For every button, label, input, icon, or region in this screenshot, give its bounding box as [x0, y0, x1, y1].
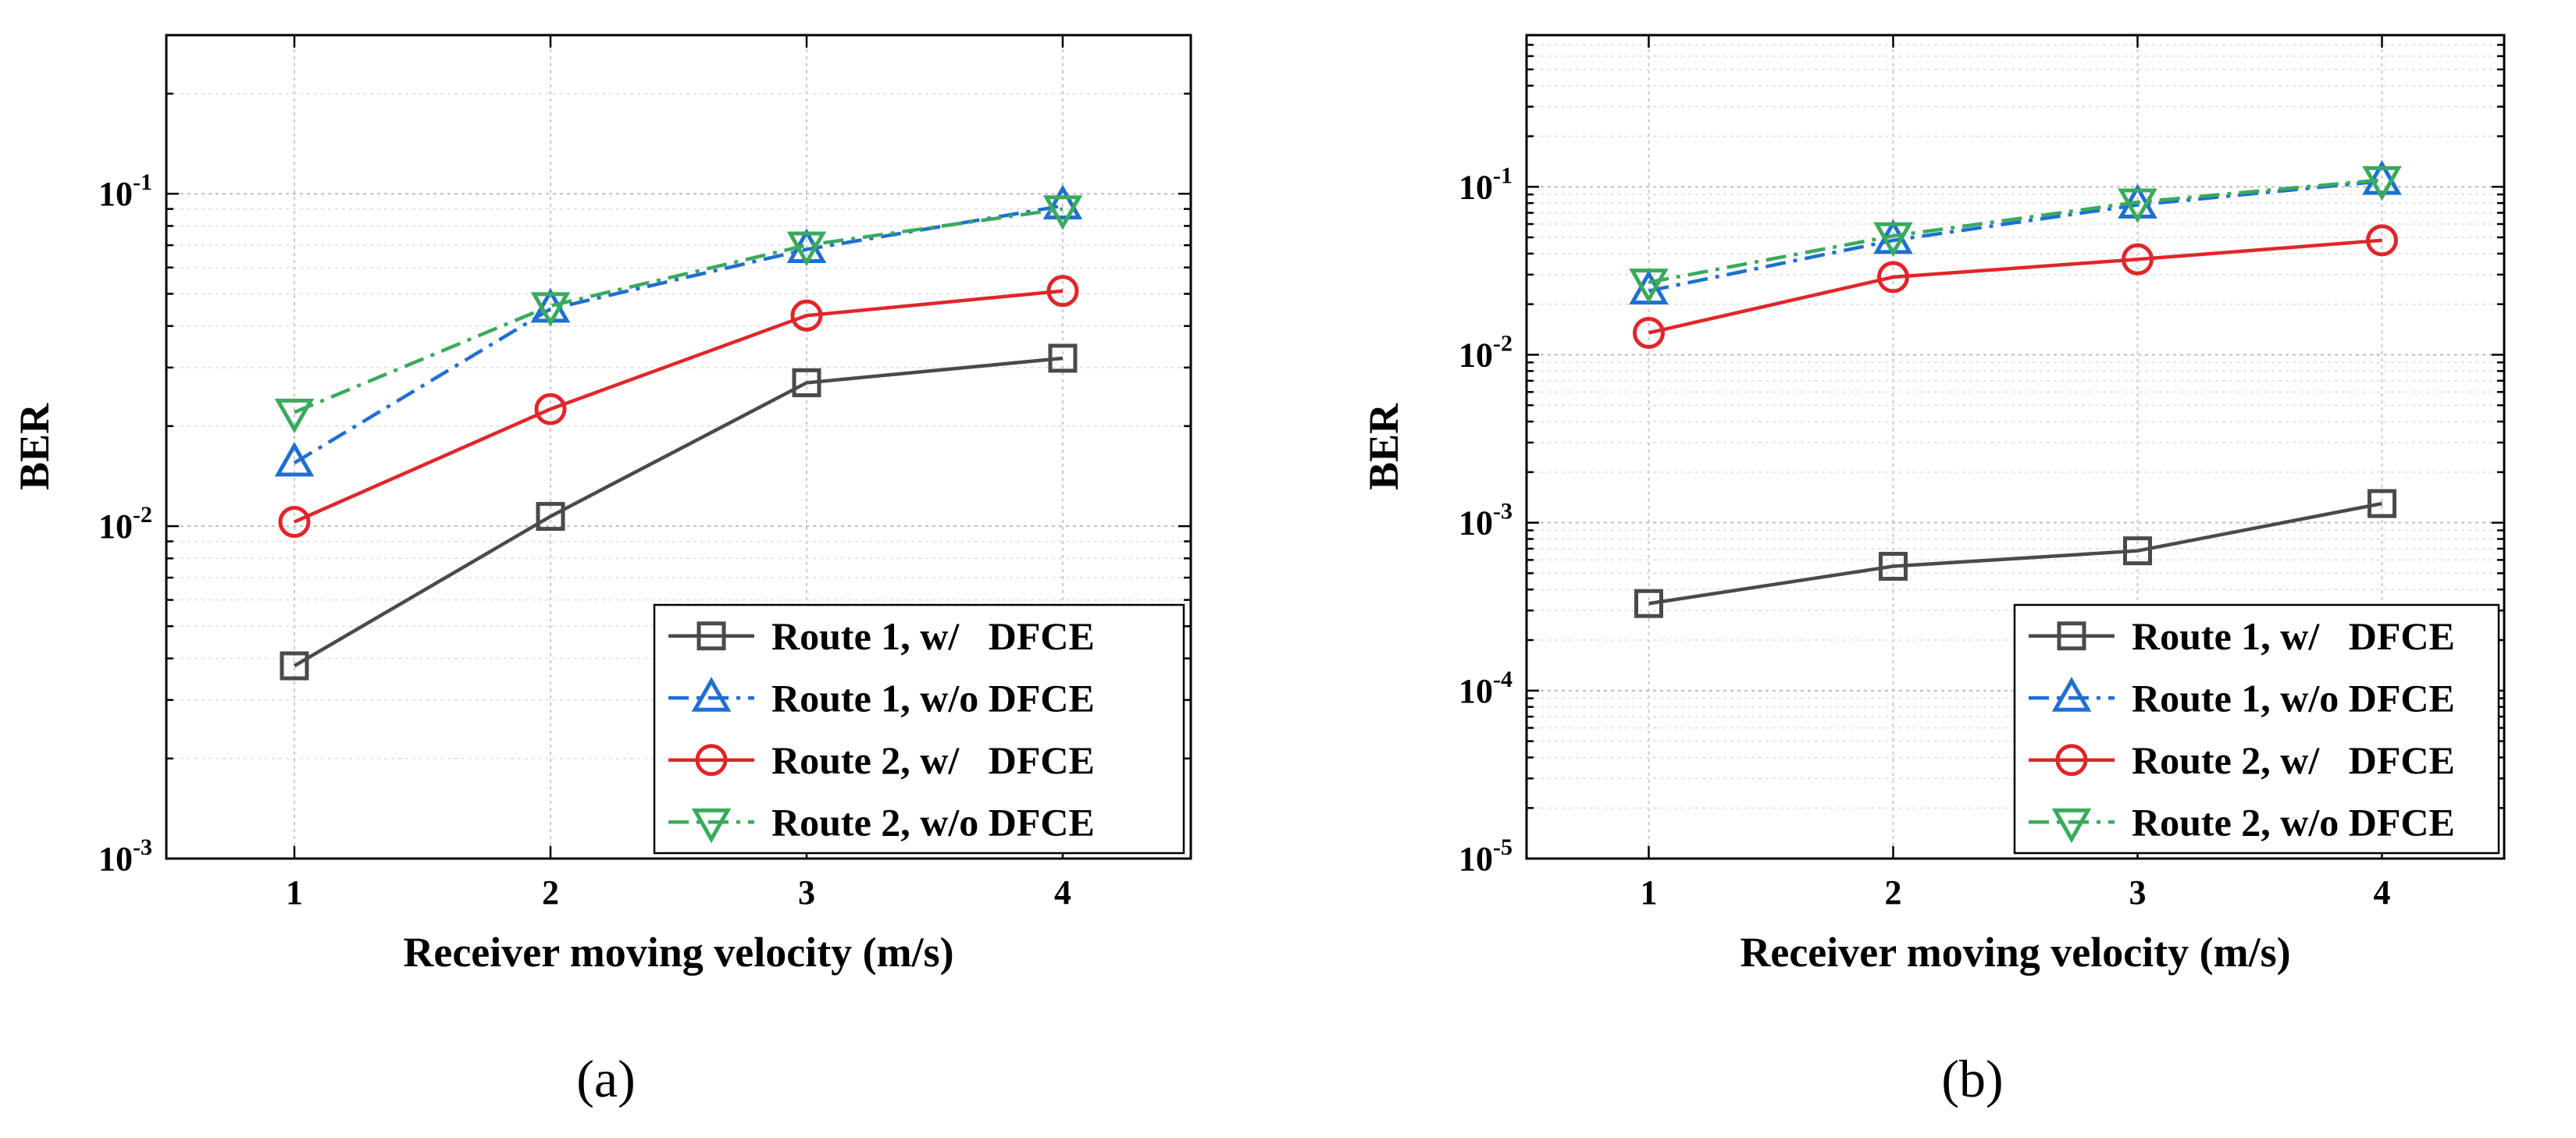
panel-label-a: (a) [576, 1049, 635, 1108]
data-point-series-1 [1634, 589, 1663, 618]
tick-marks [166, 34, 1191, 860]
chart-panel-b: 10-5 10-4 10-3 10-2 10-1 1 2 3 4 Receiver moving … [1360, 34, 2506, 976]
y-tick-label: 10-3 [98, 834, 152, 878]
x-tick-label: 3 [798, 873, 815, 912]
legend-entry: Route 2, w/o DFCE [2132, 800, 2455, 844]
data-point-series-3 [2366, 224, 2398, 257]
data-point-series-4 [1629, 268, 1669, 304]
legend-entry: Route 1, w/o DFCE [2132, 676, 2455, 720]
data-point-series-3 [1633, 316, 1665, 349]
data-point-series-2 [274, 441, 315, 477]
data-point-series-1 [536, 502, 565, 532]
data-point-series-1 [1048, 343, 1078, 373]
legend-entry: Route 1, w/o DFCE [771, 676, 1095, 720]
data-point-series-4 [274, 398, 315, 434]
data-point-series-4 [786, 231, 827, 267]
data-point-series-3 [790, 299, 823, 332]
data-point-series-3 [534, 393, 567, 425]
y-tick-label: 10-3 [1459, 499, 1512, 542]
legend-marker [691, 808, 732, 844]
data-point-series-1 [792, 368, 821, 397]
data-point-series-3 [2122, 243, 2154, 276]
legend-entry: Route 1, w/ DFCE [771, 614, 1095, 658]
x-axis-label: Receiver moving velocity (m/s) [403, 929, 953, 976]
y-tick-label: 10-5 [1459, 834, 1512, 878]
data-point-series-1 [280, 651, 309, 681]
series-line-4 [294, 207, 1064, 414]
x-tick-label: 4 [2374, 873, 2391, 912]
panel-label-b: (b) [1941, 1049, 2003, 1108]
series-line-3 [294, 289, 1064, 524]
legend-marker [2051, 677, 2092, 712]
y-tick-label: 10-2 [1459, 330, 1512, 374]
data-point-series-4 [2362, 165, 2402, 201]
y-tick-label: 10-1 [98, 169, 152, 213]
chart-panel-a: 10-3 10-2 10-1 1 2 3 4 Receiver moving velocity… [11, 34, 1192, 976]
tick-marks [1527, 34, 2504, 860]
x-tick-label: 1 [1641, 873, 1658, 912]
data-point-series-3 [1046, 275, 1079, 308]
series-line-3 [1648, 238, 2382, 335]
y-tick-label: 10-2 [98, 502, 152, 546]
data-point-series-4 [1873, 222, 1913, 258]
legend-marker [697, 621, 726, 651]
legend-marker [695, 744, 728, 777]
legend-marker [691, 677, 732, 712]
x-axis-label: Receiver moving velocity (m/s) [1740, 929, 2290, 976]
data-point-series-3 [1877, 261, 1909, 293]
legend-entry: Route 2, w/ DFCE [2132, 738, 2455, 782]
data-point-series-4 [530, 292, 571, 327]
data-point-series-2 [2362, 160, 2402, 195]
legend: Route 1, w/ DFCE Route 1, w/o DFCE Route 2… [653, 603, 1185, 855]
series-line-1 [1648, 501, 2382, 606]
legend-entry: Route 2, w/o DFCE [771, 800, 1095, 844]
legend-box [2013, 603, 2500, 855]
grid [166, 34, 1191, 859]
legend-marker [2057, 621, 2086, 651]
x-tick-label: 4 [1054, 873, 1071, 912]
series-line-4 [1648, 178, 2382, 284]
data-point-series-3 [278, 506, 311, 539]
y-axis-label: BER [1360, 403, 1407, 490]
y-tick-label: 10-1 [1459, 162, 1512, 206]
x-tick-label: 2 [542, 873, 559, 912]
x-tick-label: 3 [2129, 873, 2147, 912]
data-point-series-4 [1042, 195, 1083, 230]
legend-box [653, 603, 1185, 855]
data-point-series-1 [1879, 552, 1908, 581]
series-line-2 [293, 204, 1064, 464]
data-point-series-1 [2123, 536, 2152, 566]
legend: Route 1, w/ DFCE Route 1, w/o DFCE Route 2… [2013, 603, 2500, 855]
legend-entry: Route 1, w/ DFCE [2132, 614, 2455, 658]
series-line-1 [293, 356, 1064, 668]
x-tick-label: 1 [286, 873, 303, 912]
y-tick-label: 10-4 [1459, 667, 1512, 710]
x-tick-label: 2 [1885, 873, 1902, 912]
data-point-series-1 [2368, 489, 2396, 518]
data-point-series-2 [1042, 184, 1083, 220]
legend-entry: Route 2, w/ DFCE [771, 738, 1095, 782]
y-axis-label: BER [11, 403, 58, 490]
data-point-series-4 [2118, 188, 2157, 224]
series-line-2 [1648, 179, 2382, 293]
plot-frame [165, 34, 1192, 860]
plot-frame [1525, 34, 2506, 860]
legend-marker [2055, 744, 2088, 777]
legend-marker [2051, 808, 2092, 844]
